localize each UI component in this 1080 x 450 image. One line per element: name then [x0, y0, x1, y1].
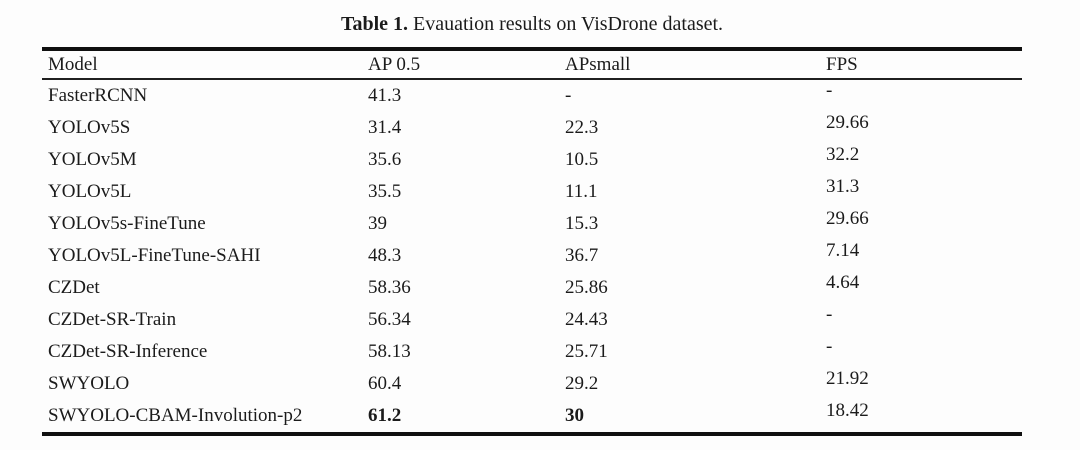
- table-caption: Table 1. Evauation results on VisDrone d…: [42, 11, 1022, 37]
- table-row: FasterRCNN 41.3 - -: [42, 79, 1022, 112]
- fps-cell: 29.66: [826, 112, 869, 133]
- column-header-apsmall: APsmall: [561, 47, 822, 80]
- column-header-model: Model: [42, 47, 364, 80]
- table-row: YOLOv5s-FineTune 39 15.3 29.66: [42, 208, 1022, 240]
- model-cell: YOLOv5M: [48, 149, 137, 170]
- table-row: CZDet 58.36 25.86 4.64: [42, 272, 1022, 304]
- fps-cell: 32.2: [826, 144, 860, 165]
- ap05-cell: 41.3: [368, 85, 402, 106]
- ap05-cell: 60.4: [368, 373, 402, 394]
- apsmall-cell: 10.5: [565, 149, 599, 170]
- table-row: CZDet-SR-Train 56.34 24.43 -: [42, 304, 1022, 336]
- apsmall-cell: 24.43: [565, 309, 608, 330]
- table-row: SWYOLO 60.4 29.2 21.92: [42, 368, 1022, 400]
- fps-cell: -: [826, 304, 833, 325]
- model-cell: YOLOv5L: [48, 181, 132, 202]
- apsmall-cell: 25.86: [565, 277, 608, 298]
- fps-cell: 18.42: [822, 400, 1022, 436]
- ap05-cell: 39: [368, 213, 387, 234]
- fps-cell: 7.14: [826, 240, 860, 261]
- apsmall-cell: 30: [561, 400, 822, 436]
- fps-cell: 29.66: [826, 208, 869, 229]
- apsmall-cell: 11.1: [565, 181, 598, 202]
- fps-cell: 4.64: [826, 272, 860, 293]
- column-header-fps: FPS: [822, 47, 1022, 80]
- model-cell: CZDet: [48, 277, 100, 298]
- model-cell: CZDet-SR-Train: [48, 309, 177, 330]
- model-cell: SWYOLO: [48, 373, 130, 394]
- model-cell: FasterRCNN: [48, 85, 148, 106]
- results-table: Model AP 0.5 APsmall FPS FasterRCNN 41.3…: [42, 47, 1022, 436]
- ap05-cell: 58.13: [368, 341, 411, 362]
- table-row: YOLOv5L-FineTune-SAHI 48.3 36.7 7.14: [42, 240, 1022, 272]
- table-row: YOLOv5M 35.6 10.5 32.2: [42, 144, 1022, 176]
- ap05-cell: 48.3: [368, 245, 402, 266]
- fps-cell: -: [826, 80, 833, 101]
- model-cell: SWYOLO-CBAM-Involution-p2: [42, 400, 364, 436]
- table-row: CZDet-SR-Inference 58.13 25.71 -: [42, 336, 1022, 368]
- apsmall-cell: 15.3: [565, 213, 599, 234]
- apsmall-cell: -: [565, 85, 572, 106]
- header-row: Model AP 0.5 APsmall FPS: [42, 47, 1022, 80]
- table-row: SWYOLO-CBAM-Involution-p2 61.2 30 18.42: [42, 400, 1022, 436]
- ap05-cell: 35.5: [368, 181, 402, 202]
- ap05-cell: 56.34: [368, 309, 411, 330]
- model-cell: YOLOv5L-FineTune-SAHI: [48, 245, 261, 266]
- ap05-cell: 61.2: [364, 400, 561, 436]
- fps-cell: 21.92: [826, 368, 869, 389]
- ap05-cell: 35.6: [368, 149, 402, 170]
- fps-cell: 31.3: [826, 176, 860, 197]
- apsmall-cell: 25.71: [565, 341, 608, 362]
- table-row: YOLOv5S 31.4 22.3 29.66: [42, 112, 1022, 144]
- model-cell: YOLOv5s-FineTune: [48, 213, 206, 234]
- column-header-ap05: AP 0.5: [364, 47, 561, 80]
- model-cell: YOLOv5S: [48, 117, 131, 138]
- ap05-cell: 58.36: [368, 277, 411, 298]
- table-caption-label: Table 1.: [340, 13, 409, 35]
- apsmall-cell: 29.2: [565, 373, 599, 394]
- ap05-cell: 31.4: [368, 117, 402, 138]
- apsmall-cell: 22.3: [565, 117, 599, 138]
- apsmall-cell: 36.7: [565, 245, 599, 266]
- table-row: YOLOv5L 35.5 11.1 31.3: [42, 176, 1022, 208]
- table-caption-text: Evauation results on VisDrone dataset.: [408, 13, 724, 35]
- fps-cell: -: [826, 336, 833, 357]
- model-cell: CZDet-SR-Inference: [48, 341, 208, 362]
